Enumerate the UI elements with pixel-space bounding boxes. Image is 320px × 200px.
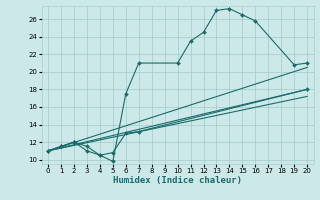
X-axis label: Humidex (Indice chaleur): Humidex (Indice chaleur): [113, 176, 242, 185]
